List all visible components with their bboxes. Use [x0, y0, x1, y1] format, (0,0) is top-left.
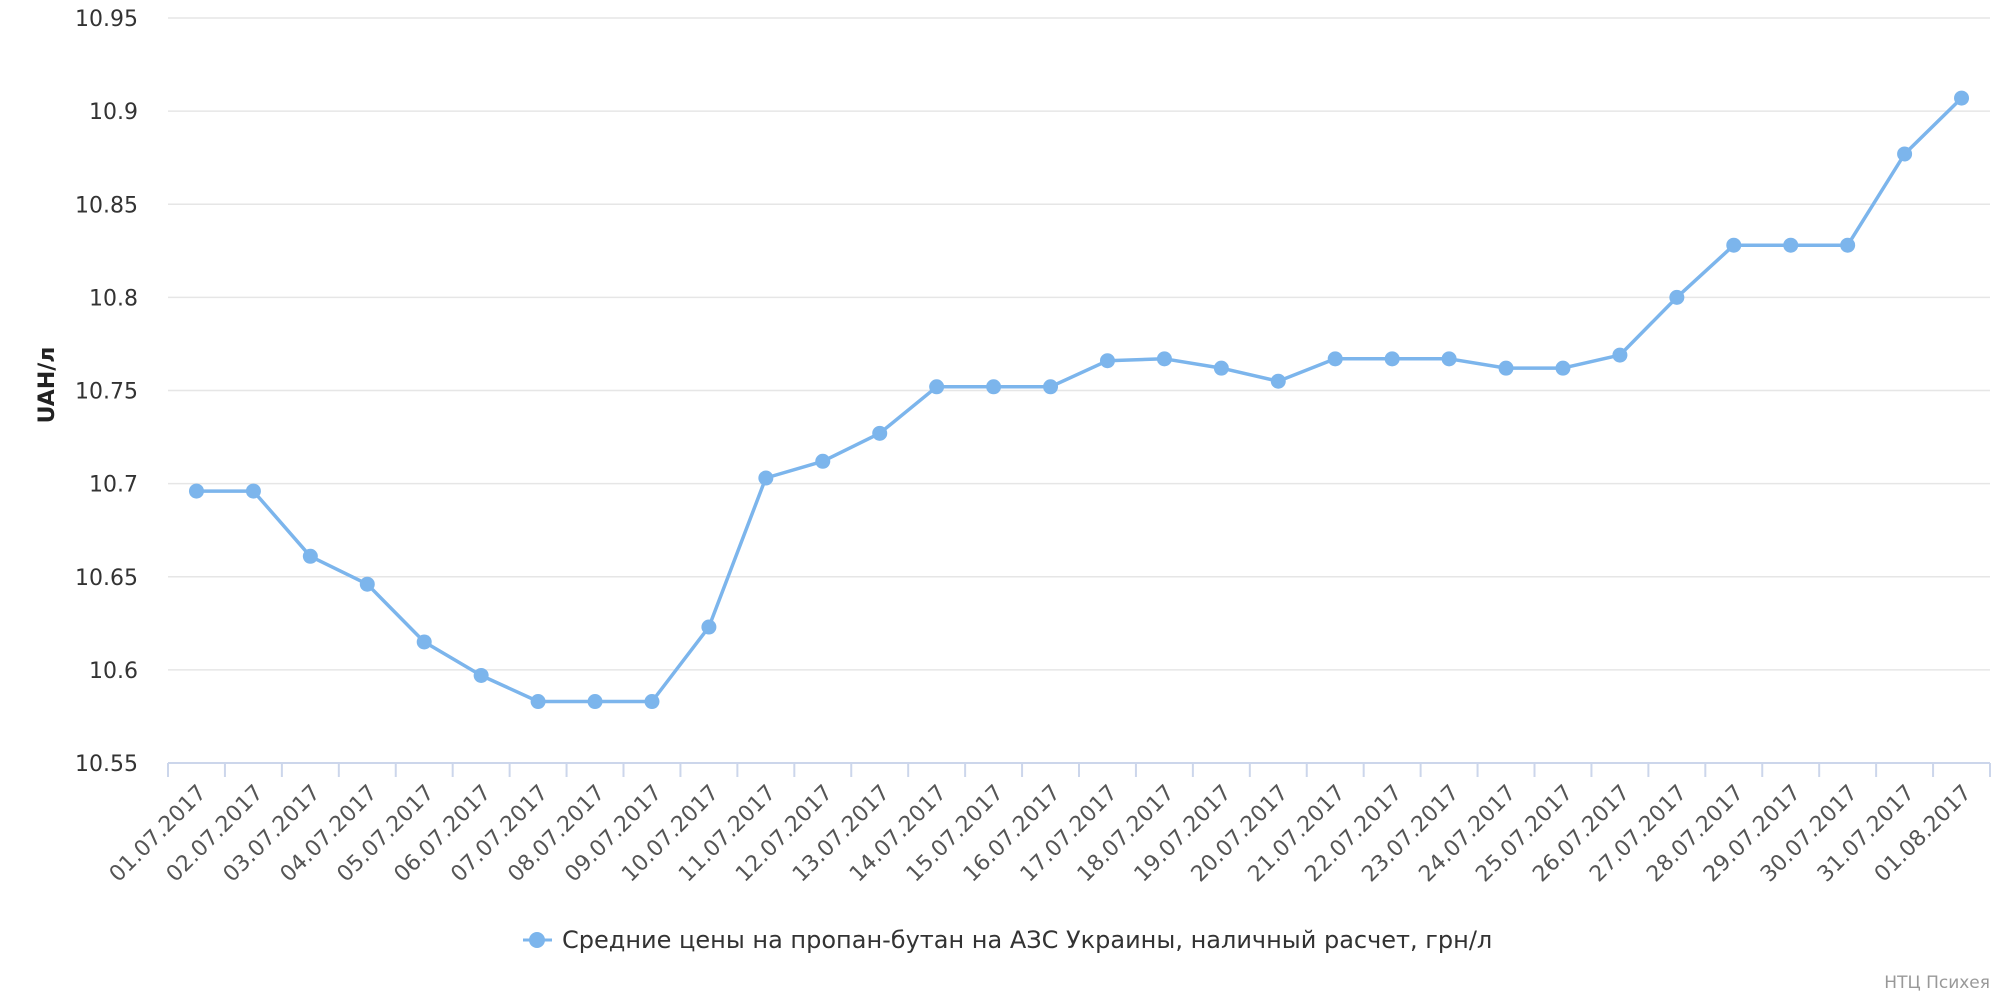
data-point[interactable]: [1270, 373, 1286, 389]
x-tick-label: 01.07.2017: [105, 780, 212, 887]
data-point[interactable]: [1555, 360, 1571, 376]
y-tick-label: 10.95: [75, 7, 138, 32]
data-point[interactable]: [1612, 347, 1628, 363]
data-point[interactable]: [1954, 90, 1970, 106]
data-point[interactable]: [1897, 146, 1913, 162]
y-tick-label: 10.55: [75, 752, 138, 777]
legend-series-label: Средние цены на пропан-бутан на АЗС Укра…: [562, 926, 1492, 954]
data-point[interactable]: [644, 694, 660, 710]
data-point[interactable]: [188, 483, 204, 499]
data-point[interactable]: [1669, 289, 1685, 305]
y-tick-label: 10.85: [75, 193, 138, 218]
credit-text[interactable]: НТЦ Психея: [1884, 973, 1990, 993]
data-point[interactable]: [1156, 351, 1172, 367]
data-point[interactable]: [1384, 351, 1400, 367]
data-point[interactable]: [1099, 353, 1115, 369]
y-tick-label: 10.8: [89, 286, 138, 311]
data-point[interactable]: [530, 694, 546, 710]
y-tick-label: 10.7: [89, 473, 138, 498]
data-point[interactable]: [1783, 237, 1799, 253]
data-point[interactable]: [1043, 379, 1059, 395]
y-axis-label: UAH/л: [35, 347, 60, 424]
data-point[interactable]: [1498, 360, 1514, 376]
y-tick-label: 10.6: [89, 659, 138, 684]
data-point[interactable]: [815, 453, 831, 469]
y-axis-tick-labels: 10.55 10.6 10.65 10.7 10.75 10.8 10.85 10.9 10.9…: [75, 7, 138, 777]
data-point[interactable]: [1840, 237, 1856, 253]
x-axis: [167, 762, 1991, 777]
data-point[interactable]: [986, 379, 1002, 395]
data-point[interactable]: [359, 576, 375, 592]
y-tick-label: 10.9: [89, 100, 138, 125]
x-axis-tick-labels: 01.07.201702.07.201703.07.201704.07.2017…: [105, 780, 1977, 887]
data-point[interactable]: [1213, 360, 1229, 376]
data-point[interactable]: [587, 694, 603, 710]
y-tick-label: 10.65: [75, 566, 138, 591]
data-point[interactable]: [872, 425, 888, 441]
data-point[interactable]: [302, 548, 318, 564]
data-point[interactable]: [1441, 351, 1457, 367]
data-point[interactable]: [416, 634, 432, 650]
data-point[interactable]: [929, 379, 945, 395]
data-point[interactable]: [245, 483, 261, 499]
gridlines: [168, 17, 1990, 671]
data-point[interactable]: [758, 470, 774, 486]
series-line-group: [188, 90, 1970, 710]
legend-marker-icon: [529, 932, 545, 948]
legend[interactable]: Средние цены на пропан-бутан на АЗС Укра…: [523, 926, 1492, 954]
data-point[interactable]: [701, 619, 717, 635]
data-point[interactable]: [473, 667, 489, 683]
data-point[interactable]: [1327, 351, 1343, 367]
series-line: [194, 96, 1964, 704]
data-point[interactable]: [1726, 237, 1742, 253]
y-tick-label: 10.75: [75, 380, 138, 405]
